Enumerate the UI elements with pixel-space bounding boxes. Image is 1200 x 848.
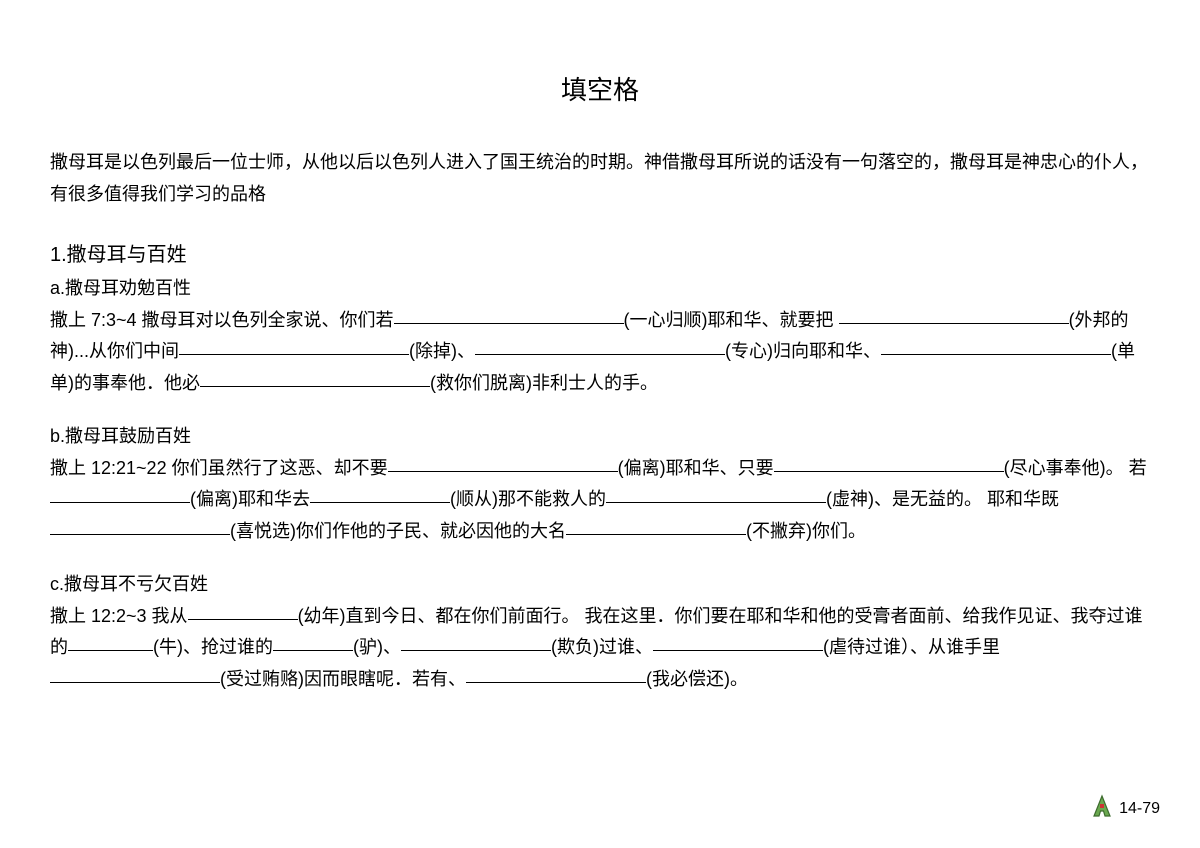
hint-b6: (喜悦选)你们作他的子民、就必因他的大名 [230,521,566,541]
ref-c: 撒上 12:2~3 我从 [50,606,188,626]
blank [466,665,646,683]
subsection-b: b.撒母耳鼓励百姓 撒上 12:21~22 你们虽然行了这恶、却不要 (偏离)耶和… [50,421,1150,547]
hint-b4: (顺从)那不能救人的 [450,489,606,509]
blank [179,337,409,355]
blank [200,369,430,387]
blank [273,633,353,651]
document-page: 填空格 撒母耳是以色列最后一位士师，从他以后以色列人进入了国王统治的时期。神借撒… [0,0,1200,767]
hint-a1: (一心归顺)耶和华、就要把 [624,310,834,330]
page-number: 14-79 [1119,800,1160,818]
hint-a4: (专心)归向耶和华、 [725,341,881,361]
blank [50,485,190,503]
subsection-a-label: a.撒母耳劝勉百性 [50,273,1150,305]
blank [401,633,551,651]
blank [310,485,450,503]
subsection-b-label: b.撒母耳鼓励百姓 [50,421,1150,453]
hint-c6: (受过贿赂)因而眼瞎呢．若有、 [220,669,466,689]
hint-c4: (欺负)过谁、 [551,637,653,657]
ref-b: 撒上 12:21~22 你们虽然行了这恶、却不要 [50,458,388,478]
hint-c5: (虐待过谁）、从谁手里 [823,637,1000,657]
hint-b1: (偏离)耶和华、只要 [618,458,774,478]
hint-c2: (牛)、抢过谁的 [153,637,273,657]
blank [653,633,823,651]
hint-c3: (驴)、 [353,637,401,657]
blank [566,517,746,535]
logo-icon [1091,794,1113,818]
subsection-c-label: c.撒母耳不亏欠百姓 [50,569,1150,601]
blank [881,337,1111,355]
subsection-a: a.撒母耳劝勉百性 撒上 7:3~4 撒母耳对以色列全家说、你们若 (一心归顺)耶… [50,273,1150,399]
hint-b5: (虚神)、是无益的。 耶和华既 [826,489,1059,509]
page-title: 填空格 [50,70,1150,107]
hint-b3: (偏离)耶和华去 [190,489,310,509]
blank [50,517,230,535]
page-footer: 14-79 [1091,794,1160,818]
ref-a: 撒上 7:3~4 撒母耳对以色列全家说、你们若 [50,310,394,330]
blank [188,602,298,620]
blank [475,337,725,355]
blank [68,633,153,651]
hint-b7: (不撇弃)你们。 [746,521,866,541]
section-1-heading: 1.撒母耳与百姓 [50,238,1150,267]
hint-a6: (救你们脱离)非利士人的手。 [430,373,658,393]
blank [774,454,1004,472]
subsection-c: c.撒母耳不亏欠百姓 撒上 12:2~3 我从(幼年)直到今日、都在你们前面行。… [50,569,1150,695]
blank [394,306,624,324]
hint-a3: (除掉)、 [409,341,475,361]
intro-paragraph: 撒母耳是以色列最后一位士师，从他以后以色列人进入了国王统治的时期。神借撒母耳所说… [50,147,1150,210]
blank [606,485,826,503]
blank [388,454,618,472]
blank [50,665,220,683]
hint-c7: (我必偿还)。 [646,669,748,689]
blank [839,306,1069,324]
hint-b2: (尽心事奉他)。 若 [1004,458,1147,478]
